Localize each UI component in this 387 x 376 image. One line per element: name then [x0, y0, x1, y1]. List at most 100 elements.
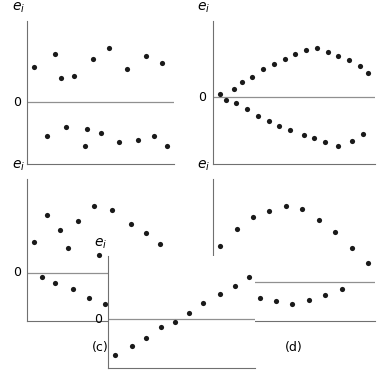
Point [217, 291, 223, 297]
Text: (b): (b) [285, 183, 303, 197]
Point [135, 136, 141, 143]
Point [217, 243, 223, 249]
Point [44, 212, 50, 218]
Point [244, 106, 250, 112]
Point [186, 310, 192, 316]
Point [89, 56, 96, 62]
Point [348, 244, 354, 250]
Point [159, 60, 165, 66]
Point [300, 132, 307, 138]
Point [289, 301, 296, 307]
Point [249, 74, 255, 80]
Point [265, 118, 272, 124]
Point [86, 295, 92, 301]
Point [233, 100, 240, 106]
Point [299, 206, 305, 212]
Point [75, 218, 81, 224]
Text: 0: 0 [199, 276, 206, 289]
Point [57, 227, 63, 233]
Point [223, 97, 229, 103]
Point [172, 318, 178, 324]
Point [31, 239, 37, 245]
Text: 0: 0 [13, 96, 21, 109]
Text: $e_i$: $e_i$ [94, 237, 107, 251]
Text: $e_i$: $e_i$ [197, 159, 210, 173]
Point [135, 288, 142, 294]
Point [144, 230, 150, 236]
Point [250, 214, 256, 220]
Point [332, 229, 338, 235]
Point [106, 45, 112, 51]
Point [283, 203, 289, 209]
Point [255, 113, 261, 119]
Text: (a): (a) [92, 183, 110, 197]
Point [360, 131, 366, 137]
Point [91, 203, 97, 209]
Point [349, 138, 355, 144]
Point [82, 143, 88, 149]
Point [44, 133, 50, 139]
Point [39, 274, 45, 280]
Point [322, 292, 329, 298]
Point [339, 286, 345, 292]
Point [101, 301, 108, 307]
Point [292, 52, 298, 58]
Point [84, 126, 90, 132]
Point [231, 283, 238, 289]
Point [52, 52, 58, 58]
Point [336, 143, 342, 149]
Point [239, 79, 245, 85]
Point [120, 292, 126, 298]
Point [57, 75, 63, 81]
Point [65, 245, 71, 251]
Point [257, 295, 263, 301]
Point [200, 300, 206, 306]
Point [124, 66, 130, 72]
Point [129, 343, 135, 349]
Point [70, 286, 76, 292]
Point [71, 73, 77, 79]
Point [149, 283, 155, 289]
Point [306, 297, 312, 303]
Point [314, 45, 320, 51]
Point [143, 53, 149, 59]
Text: $e_i$: $e_i$ [197, 1, 210, 15]
Text: (d): (d) [285, 341, 303, 355]
Point [63, 124, 69, 130]
Point [346, 57, 352, 63]
Point [266, 208, 272, 214]
Text: 0: 0 [199, 91, 206, 103]
Point [271, 61, 277, 67]
Point [240, 290, 246, 296]
Point [164, 143, 171, 149]
Point [98, 130, 104, 136]
Point [303, 47, 309, 53]
Text: 0: 0 [13, 266, 21, 279]
Point [116, 139, 122, 145]
Point [151, 133, 157, 139]
Point [164, 279, 171, 285]
Point [325, 49, 331, 55]
Point [276, 123, 283, 129]
Point [128, 221, 134, 227]
Point [246, 274, 252, 280]
Point [273, 298, 279, 304]
Point [365, 260, 371, 266]
Point [231, 86, 237, 92]
Point [357, 63, 363, 69]
Point [158, 323, 164, 329]
Point [31, 64, 37, 70]
Point [282, 56, 288, 62]
Point [224, 284, 230, 290]
Point [112, 352, 118, 358]
Point [287, 127, 293, 133]
Point [336, 53, 342, 59]
Point [311, 135, 317, 141]
Point [143, 335, 149, 341]
Point [365, 70, 371, 76]
Point [260, 66, 266, 72]
Point [234, 226, 240, 232]
Text: (c): (c) [92, 341, 109, 355]
Point [109, 208, 115, 214]
Point [322, 139, 328, 145]
